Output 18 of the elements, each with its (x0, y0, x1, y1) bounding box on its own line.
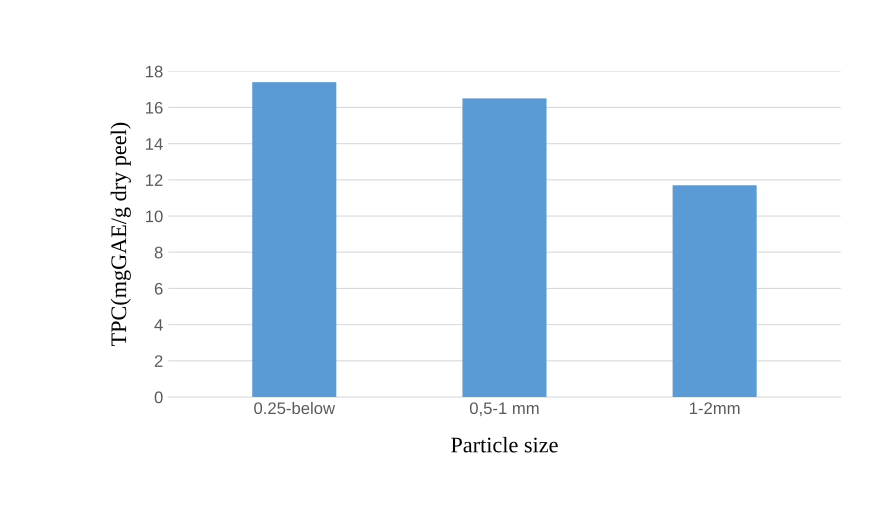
y-tick-label: 4 (154, 319, 163, 331)
bar (252, 82, 336, 398)
x-tick-label: 1-2mm (690, 402, 740, 414)
y-tick-label: 10 (146, 210, 163, 222)
y-axis-title: TPC(mgGAE/g dry peel) (110, 122, 131, 346)
y-tick-label: 18 (146, 66, 163, 78)
x-axis-title: Particle size (451, 436, 558, 452)
bar (462, 98, 546, 398)
y-tick-label: 6 (154, 282, 163, 295)
y-tick-label: 0 (154, 391, 163, 404)
y-tick-label: 2 (154, 355, 162, 367)
x-tick-label: 0.25-below (254, 402, 336, 414)
bar (672, 185, 757, 398)
y-tick-label: 8 (154, 246, 163, 258)
y-tick-label: 12 (146, 174, 162, 186)
x-tick-label: 0,5-1 mm (470, 402, 539, 416)
y-tick-label: 14 (146, 138, 163, 150)
y-tick-label: 16 (146, 102, 163, 114)
